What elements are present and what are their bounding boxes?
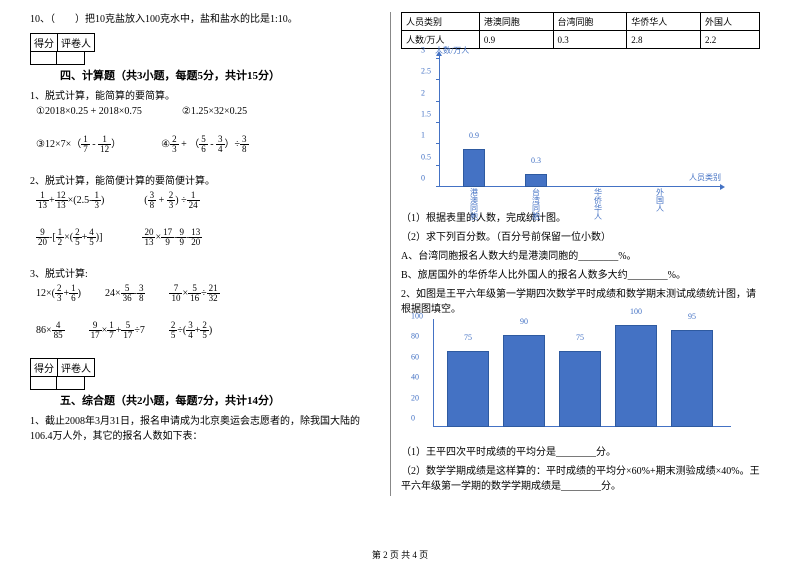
score-row-2: 得分 评卷人 <box>30 358 380 377</box>
section4-title: 四、计算题（共3小题，每题5分，共计15分） <box>60 67 380 83</box>
q2-text: 2、脱式计算，能简便计算的要简便计算。 <box>30 172 380 187</box>
data-table: 人员类别港澳同胞台湾同胞华侨华人外国人 人数/万人0.90.32.82.2 <box>401 12 760 49</box>
reviewer-label: 评卷人 <box>58 359 94 376</box>
q1a: ①2018×0.25 + 2018×0.75 <box>36 106 142 117</box>
q3-text: 3、脱式计算: <box>30 265 380 280</box>
q3-items2: 86×485 917×17+517÷7 25÷(34+25) <box>36 321 380 340</box>
chart2: 02040608010075907510095 <box>411 319 731 439</box>
rq-c: A、台湾同胞报名人数大约是港澳同胞的________%。 <box>401 247 760 262</box>
rq-b: （2）求下列百分数。（百分号前保留一位小数） <box>401 228 760 243</box>
left-column: 10、（ ）把10克盐放入100克水中，盐和盐水的比是1:10。 得分 评卷人 … <box>30 12 390 496</box>
q3-items: 12×(23+16) 24×536-38 710×516÷2132 <box>36 284 380 303</box>
rq-d: B、旅居国外的华侨华人比外国人的报名人数多大约________%。 <box>401 266 760 281</box>
score-row-1: 得分 评卷人 <box>30 33 380 52</box>
page-layout: 10、（ ）把10克盐放入100克水中，盐和盐水的比是1:10。 得分 评卷人 … <box>0 0 800 504</box>
page-footer: 第 2 页 共 4 页 <box>0 548 800 561</box>
th: 人员类别 <box>402 13 480 31</box>
score-label: 得分 <box>31 34 58 51</box>
q1d: ④23 + （56 - 34）÷38 <box>161 135 248 154</box>
q1-items: ①2018×0.25 + 2018×0.75 ②1.25×32×0.25 <box>36 106 380 117</box>
score-label: 得分 <box>31 359 58 376</box>
q1c: ③12×7×（17 - 112） <box>36 135 121 154</box>
right-column: 人员类别港澳同胞台湾同胞华侨华人外国人 人数/万人0.90.32.82.2 人数… <box>390 12 760 496</box>
q10: 10、（ ）把10克盐放入100克水中，盐和盐水的比是1:10。 <box>30 12 380 27</box>
rq2-a: （1）王平四次平时成绩的平均分是________分。 <box>401 443 760 458</box>
rq2-b: （2）数学学期成绩是这样算的：平时成绩的平均分×60%+期末测验成绩×40%。王… <box>401 462 760 492</box>
q1b: ②1.25×32×0.25 <box>182 106 247 117</box>
section5-title: 五、综合题（共2小题，每题7分，共计14分） <box>60 392 380 408</box>
rq-a: （1）根据表里的人数，完成统计图。 <box>401 209 760 224</box>
chart1: 人数/万人 人员类别 00.511.522.530.9港澳同胞0.3台湾同胞华侨… <box>421 55 721 205</box>
reviewer-label: 评卷人 <box>58 34 94 51</box>
chart1-xtitle: 人员类别 <box>689 172 721 183</box>
rq-e: 2、如图是王平六年级第一学期四次数学平时成绩和数学期末测试成绩统计图，请根据图填… <box>401 285 760 315</box>
q1-text: 1、脱式计算，能简算的要简算。 <box>30 87 380 102</box>
q5-1: 1、截止2008年3月31日，报名申请成为北京奥运会志愿者的，除我国大陆的106… <box>30 412 380 442</box>
q2-items2: 920-[12×(25+45)] 2013×179-99-1320 <box>36 228 380 247</box>
q1-items2: ③12×7×（17 - 112） ④23 + （56 - 34）÷38 <box>36 135 380 154</box>
q2-items: 113+1213×(2.5-13) (38 + 23) ÷124 <box>36 191 380 210</box>
